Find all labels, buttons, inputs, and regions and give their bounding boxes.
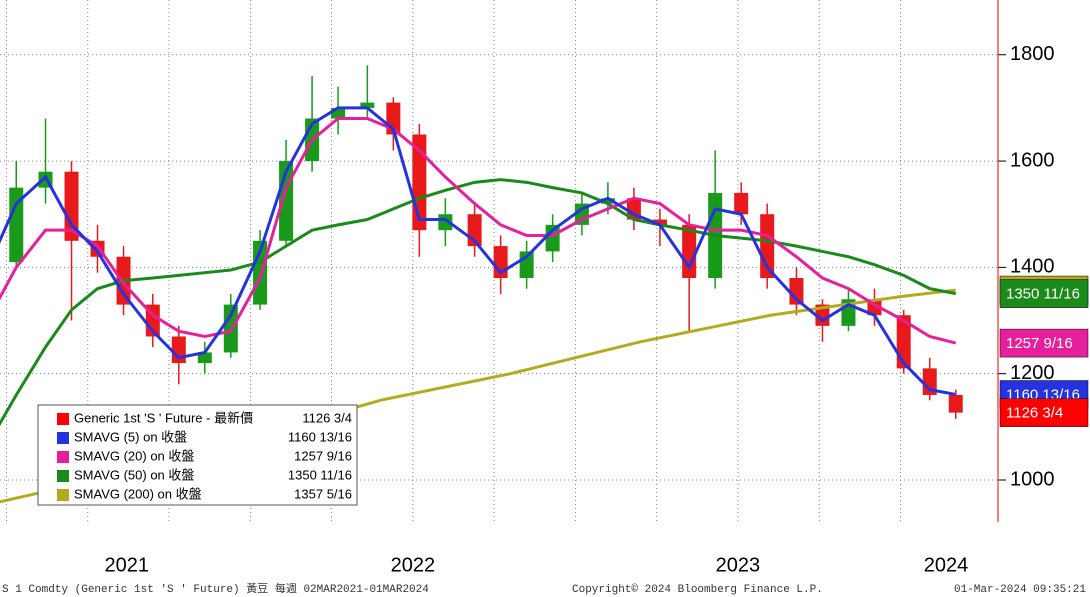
candle-body [545, 224, 560, 252]
legend-label: SMAVG (20) on 收盤 [74, 448, 194, 463]
x-tick-label: 2024 [924, 554, 969, 576]
legend-value: 1160 13/16 [288, 429, 352, 444]
x-tick-label: 2021 [105, 554, 150, 576]
price-tag [999, 398, 1089, 427]
price-tag [999, 279, 1089, 308]
candle-body [789, 278, 804, 305]
legend-label: SMAVG (5) on 收盤 [74, 429, 187, 444]
ma-line [0, 178, 957, 427]
legend-swatch [57, 470, 69, 482]
candle-body [734, 192, 749, 215]
legend-swatch [57, 451, 69, 463]
candle-body [331, 107, 346, 119]
legend-swatch [57, 489, 69, 501]
legend-swatch [57, 413, 69, 425]
legend-value: 1357 5/16 [294, 486, 352, 501]
candle-body [682, 224, 697, 279]
y-tick-label: 1600 [1010, 149, 1055, 171]
y-tick-label: 1800 [1010, 43, 1055, 65]
ma-line [0, 117, 957, 345]
footer-left: S 1 Comdty (Generic 1st 'S ' Future) 黃豆 … [2, 581, 429, 596]
price-tag-label: 1257 9/16 [1006, 335, 1073, 352]
candle-body [600, 198, 615, 204]
legend-value: 1350 11/16 [288, 467, 352, 482]
y-tick-label: 1200 [1010, 362, 1055, 384]
candle-body [652, 219, 667, 225]
legend-label: SMAVG (200) on 收盤 [74, 486, 202, 501]
candle-body [815, 304, 830, 326]
legend-label: SMAVG (50) on 收盤 [74, 467, 194, 482]
candle-body [922, 368, 937, 395]
candle-body [948, 394, 963, 413]
footer-right: 01-Mar-2024 09:35:21 [954, 584, 1086, 596]
candle-body [197, 352, 212, 364]
x-tick-label: 2023 [716, 554, 761, 576]
price-tag-label: 1126 3/4 [1006, 405, 1063, 422]
candle-body [64, 171, 79, 241]
ma-line [0, 106, 957, 396]
x-tick-label: 2022 [391, 554, 436, 576]
legend-label: Generic 1st 'S ' Future - 最新價 [74, 410, 253, 425]
legend-box [37, 404, 358, 506]
price-tag [999, 328, 1089, 358]
legend-value: 1257 9/16 [294, 448, 352, 463]
candle-body [9, 187, 24, 263]
legend-value: 1126 3/4 [302, 410, 352, 425]
legend-swatch [57, 432, 69, 444]
price-tag-label: 1350 11/16 [1006, 286, 1080, 303]
y-tick-label: 1000 [1010, 468, 1055, 490]
footer-center: Copyright© 2024 Bloomberg Finance L.P. [572, 584, 823, 596]
candle-body [360, 102, 375, 108]
y-tick-label: 1400 [1010, 256, 1055, 278]
